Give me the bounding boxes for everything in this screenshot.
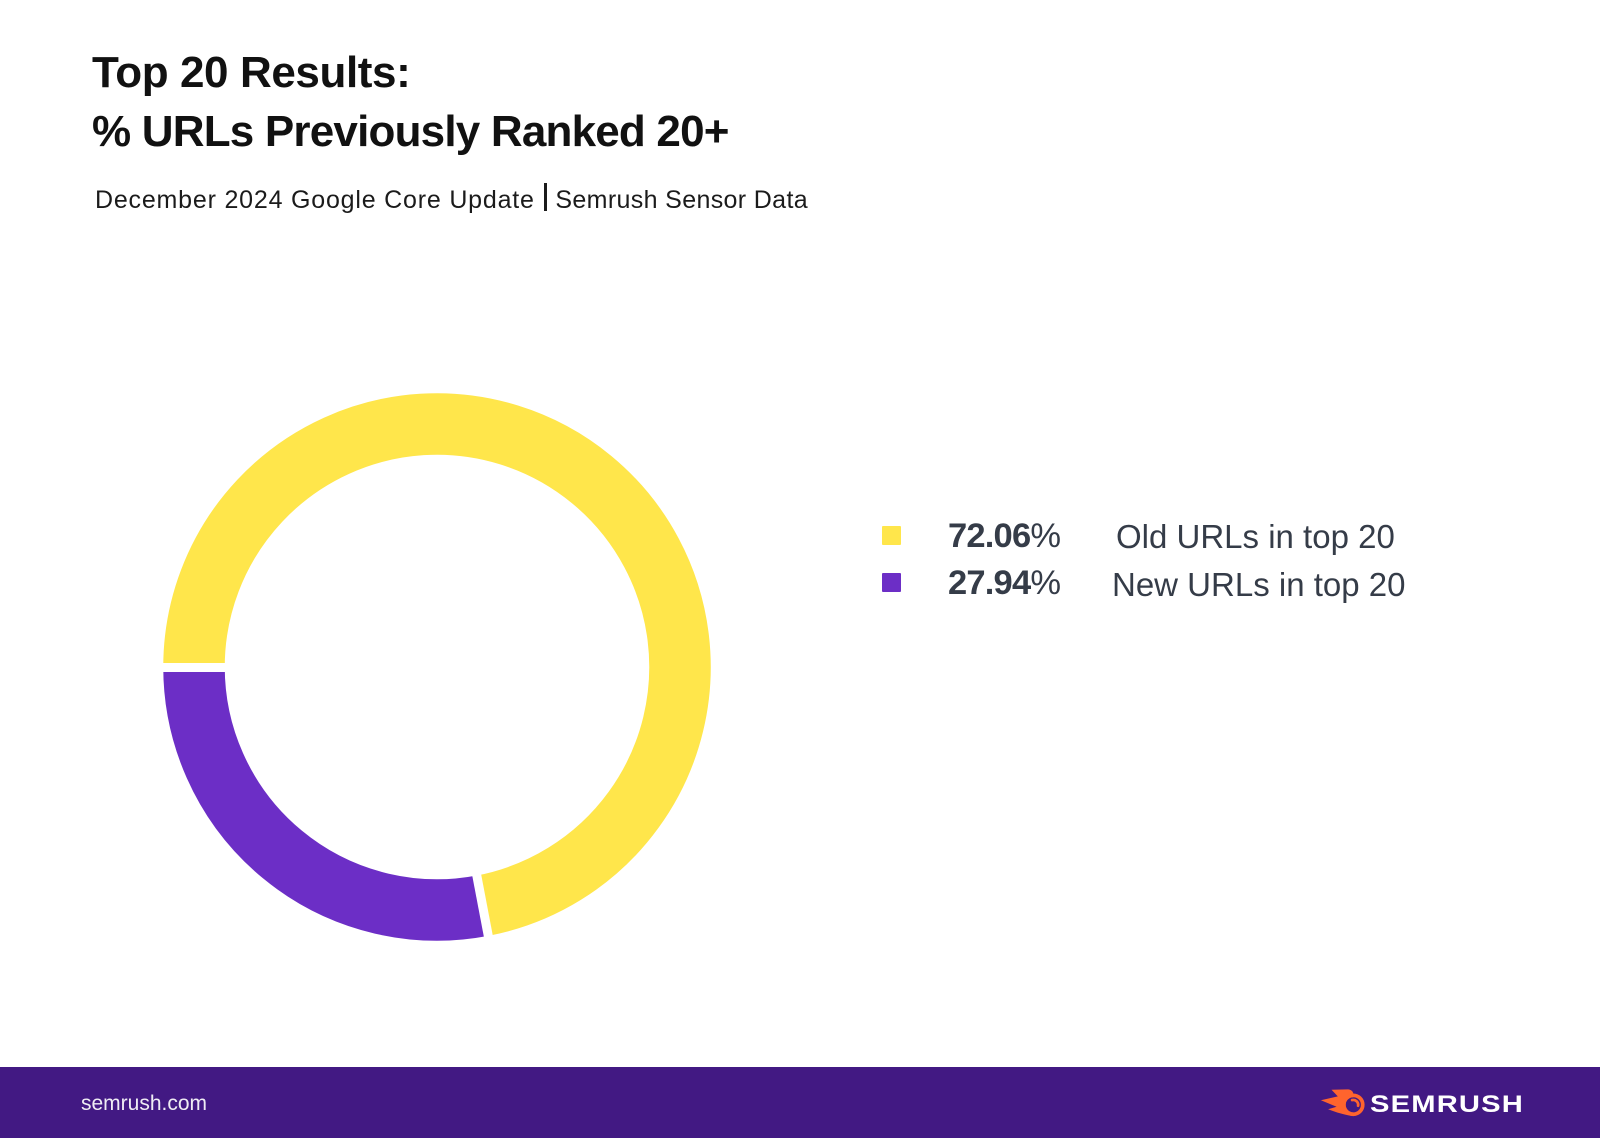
svg-text:SEMRUSH: SEMRUSH [1370,1090,1524,1117]
